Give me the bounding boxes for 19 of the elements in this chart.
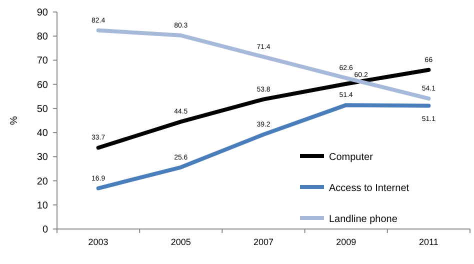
y-tick-label: 60 xyxy=(36,80,48,91)
x-tick-label: 2005 xyxy=(170,237,191,247)
legend-label: Landline phone xyxy=(329,214,398,225)
y-axis-title: % xyxy=(9,116,20,125)
y-tick-label: 10 xyxy=(36,200,48,212)
x-tick-label: 2011 xyxy=(419,237,438,247)
y-tick-label: 50 xyxy=(36,104,48,115)
y-tick-label: 70 xyxy=(36,56,48,67)
y-tick-label: 20 xyxy=(36,176,48,188)
y-tick-label: 40 xyxy=(36,128,48,140)
x-tick-label: 2009 xyxy=(336,237,356,247)
y-tick-label: 90 xyxy=(36,8,48,18)
y-tick-label: 80 xyxy=(36,32,48,43)
legend-label: Access to Internet xyxy=(329,183,410,194)
x-tick-label: 2003 xyxy=(88,237,108,247)
x-tick-label: 2007 xyxy=(253,237,274,247)
y-tick-label: 30 xyxy=(36,152,48,164)
legend-label: Computer xyxy=(329,152,374,163)
y-tick-label: 0 xyxy=(42,224,48,236)
